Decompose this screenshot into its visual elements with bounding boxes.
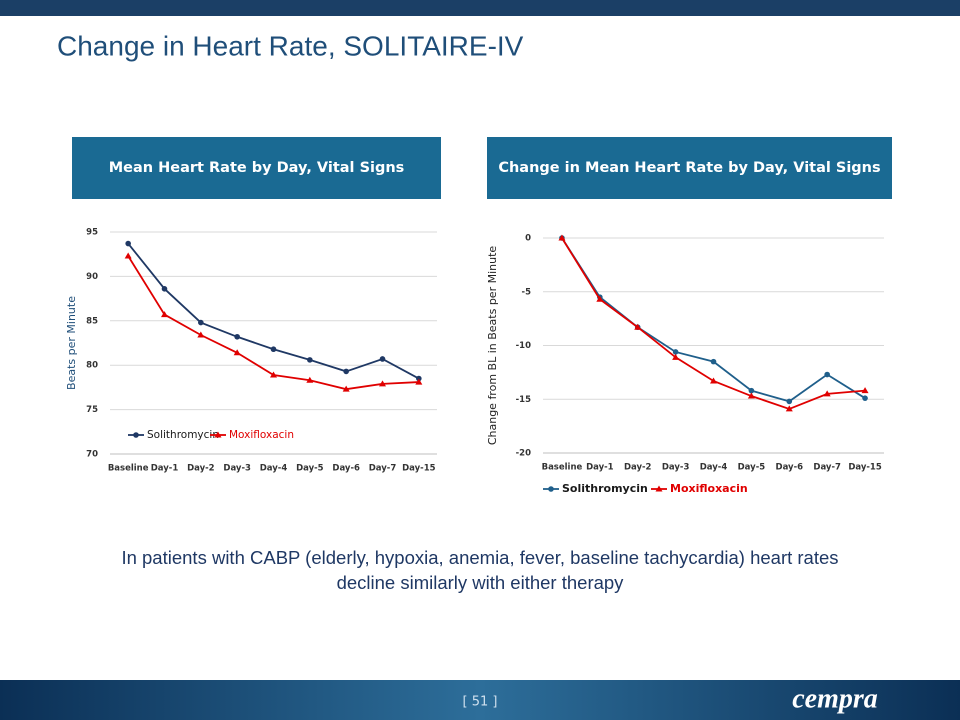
x-tick-label: Day-3	[223, 464, 251, 474]
marker	[747, 392, 755, 399]
x-tick-label: Baseline	[542, 463, 583, 473]
y-axis-label: Beats per Minute	[65, 296, 78, 390]
marker	[748, 387, 755, 394]
x-tick-label: Baseline	[108, 464, 149, 474]
x-tick-label: Day-7	[369, 464, 397, 474]
marker	[415, 378, 423, 385]
marker	[125, 240, 131, 247]
y-tick-label: 80	[86, 361, 98, 371]
x-tick-label: Day-15	[402, 464, 436, 474]
y-axis-label: Change from BL in Beats per Minute	[486, 246, 499, 446]
slide-title: Change in Heart Rate, SOLITAIRE-IV	[57, 30, 524, 61]
marker	[862, 395, 868, 401]
marker	[596, 295, 604, 302]
chart-header	[487, 137, 892, 199]
marker	[861, 387, 869, 394]
y-tick-label: 70	[86, 450, 98, 460]
y-tick-label: 0	[525, 234, 531, 244]
page-number: [ 51 ]	[463, 695, 498, 710]
logo: cempra	[792, 683, 878, 714]
series-line	[127, 242, 420, 380]
marker	[710, 377, 717, 384]
marker	[786, 398, 793, 405]
marker	[342, 385, 350, 392]
marker	[672, 353, 680, 360]
legend-label: Solithromycin	[562, 482, 648, 495]
x-tick-label: Day-1	[586, 463, 614, 473]
marker	[270, 346, 277, 353]
marker	[548, 486, 554, 492]
marker	[785, 405, 793, 412]
x-tick-label: Day-2	[624, 463, 652, 473]
series-line	[561, 237, 866, 403]
legend-label: Moxifloxacin	[229, 429, 294, 441]
x-tick-label: Day-1	[151, 464, 179, 474]
marker	[416, 375, 422, 382]
x-tick-label: Day-6	[332, 464, 360, 474]
marker	[379, 356, 386, 362]
legend-label: Moxifloxacin	[670, 482, 748, 495]
chart-title: Change in Mean Heart Rate by Day, Vital …	[498, 160, 880, 176]
x-tick-label: Day-5	[738, 463, 766, 473]
x-tick-label: Day-2	[187, 464, 215, 474]
marker	[270, 371, 277, 378]
x-tick-label: Day-6	[776, 463, 804, 473]
marker	[133, 432, 139, 438]
x-tick-label: Day-7	[813, 463, 841, 473]
top-bar	[0, 0, 960, 16]
marker	[343, 368, 349, 375]
marker	[823, 390, 831, 397]
marker	[672, 349, 679, 355]
x-tick-label: Day-15	[848, 463, 882, 473]
marker	[824, 371, 830, 378]
x-tick-label: Day-3	[662, 463, 690, 473]
marker	[234, 333, 240, 340]
marker	[379, 380, 386, 387]
marker	[233, 349, 241, 356]
y-tick-label: -15	[516, 395, 531, 405]
y-tick-label: 85	[86, 316, 98, 326]
caption: In patients with CABP (elderly, hypoxia,…	[121, 547, 839, 593]
marker	[558, 234, 566, 241]
legend-label: Solithromycin	[147, 429, 219, 441]
y-tick-label: -10	[516, 341, 531, 351]
marker	[214, 431, 222, 438]
marker	[306, 376, 314, 383]
x-tick-label: Day-4	[260, 464, 288, 474]
marker	[161, 286, 168, 292]
marker	[634, 323, 642, 330]
marker	[307, 357, 313, 363]
y-tick-label: -5	[522, 287, 532, 297]
marker	[124, 252, 132, 259]
footer-band	[0, 680, 960, 720]
marker	[710, 358, 717, 365]
x-tick-label: Day-5	[296, 464, 324, 474]
x-tick-label: Day-4	[700, 463, 728, 473]
chart-header	[72, 137, 441, 199]
y-tick-label: 90	[86, 272, 98, 282]
y-tick-label: 75	[86, 405, 98, 415]
chart-title: Mean Heart Rate by Day, Vital Signs	[109, 160, 405, 176]
y-tick-label: 95	[86, 228, 98, 238]
marker	[197, 331, 205, 338]
marker	[161, 311, 168, 318]
y-tick-label: -20	[516, 449, 531, 459]
marker	[198, 319, 204, 326]
marker	[655, 485, 663, 492]
